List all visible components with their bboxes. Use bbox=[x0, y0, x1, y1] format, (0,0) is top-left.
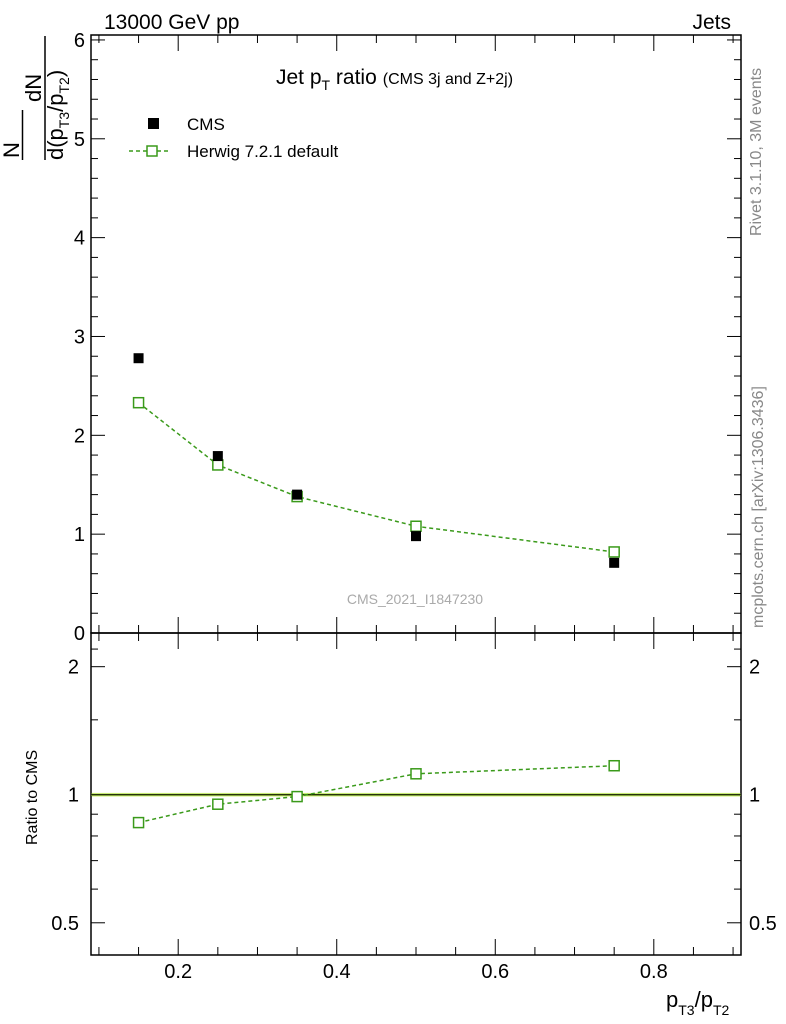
ratio-herwig-point bbox=[132, 816, 145, 829]
main-cms-series bbox=[133, 353, 620, 568]
analysis-watermark: CMS_2021_I1847230 bbox=[347, 591, 483, 607]
main-y-tick-label: 0 bbox=[74, 623, 85, 645]
main-herwig-series bbox=[132, 396, 620, 558]
legend-cms-marker bbox=[148, 118, 159, 129]
x-tick-label: 0.2 bbox=[164, 961, 192, 983]
ratio-herwig-point bbox=[212, 798, 224, 810]
x-ticks: 0.2 0.4 0.6 0.8 bbox=[98, 35, 734, 983]
cms-point bbox=[411, 531, 421, 542]
x-tick-label: 0.4 bbox=[323, 961, 351, 983]
main-y-ticks: 0 1 2 3 4 5 6 bbox=[74, 30, 741, 645]
ratio-y-tick-label-right: 0.5 bbox=[749, 913, 777, 935]
legend-herwig-label: Herwig 7.2.1 default bbox=[187, 142, 338, 161]
ratio-herwig-series bbox=[132, 759, 620, 829]
herwig-line bbox=[138, 402, 615, 553]
legend: CMS Herwig 7.2.1 default bbox=[129, 115, 338, 161]
herwig-point bbox=[212, 459, 224, 471]
plot-title: Jet pT ratio (CMS 3j and Z+2j) bbox=[276, 66, 513, 93]
svg-text:N: N bbox=[0, 142, 24, 158]
ratio-y-ticks: 0.5 0.5 1 1 2 2 bbox=[51, 648, 777, 935]
y-d-den: d(p bbox=[43, 128, 68, 160]
ratio-herwig-point bbox=[291, 790, 303, 803]
herwig-point bbox=[410, 520, 422, 532]
cms-point bbox=[609, 557, 620, 568]
ratio-y-tick-label-right: 2 bbox=[749, 657, 760, 679]
mcplots-label: mcplots.cern.ch [arXiv:1306.3436] bbox=[750, 386, 767, 628]
header-energy: 13000 GeV pp bbox=[104, 11, 239, 34]
legend-herwig-marker bbox=[146, 145, 158, 157]
x-tick-label: 0.6 bbox=[481, 961, 509, 983]
cms-point bbox=[212, 451, 223, 462]
ratio-y-axis-label: Ratio to CMS bbox=[24, 750, 41, 845]
x-axis-label: pT3/pT2 bbox=[666, 987, 730, 1018]
legend-cms-label: CMS bbox=[187, 115, 225, 134]
header-process: Jets bbox=[692, 11, 731, 34]
y-d-num: dN bbox=[21, 74, 46, 102]
ratio-herwig-point bbox=[608, 759, 620, 772]
main-y-tick-label: 1 bbox=[74, 524, 85, 546]
ratio-y-tick-label: 2 bbox=[68, 657, 79, 679]
x-tick-label: 0.8 bbox=[640, 961, 668, 983]
cms-point bbox=[292, 489, 303, 500]
ratio-y-tick-label-right: 1 bbox=[749, 785, 760, 807]
svg-text:dN: dN bbox=[21, 74, 46, 102]
main-y-tick-label: 5 bbox=[74, 129, 85, 151]
main-y-tick-label: 6 bbox=[74, 30, 85, 52]
main-y-tick-label: 2 bbox=[74, 425, 85, 447]
ratio-herwig-point bbox=[410, 768, 422, 780]
rivet-label: Rivet 3.1.10, 3M events bbox=[748, 68, 765, 236]
ratio-reference bbox=[91, 792, 741, 797]
y-frac-den: N bbox=[0, 142, 24, 158]
herwig-point bbox=[132, 396, 145, 409]
cms-point bbox=[133, 353, 144, 364]
ratio-y-tick-label: 1 bbox=[68, 785, 79, 807]
svg-text:d(pT3/pT2): d(pT3/pT2) bbox=[43, 70, 72, 160]
main-y-tick-label: 3 bbox=[74, 326, 85, 348]
ratio-y-tick-label: 0.5 bbox=[51, 913, 79, 935]
herwig-point bbox=[608, 546, 620, 558]
main-y-axis-label: 1 N dN d(pT3/pT2) bbox=[0, 36, 72, 160]
main-y-tick-label: 4 bbox=[74, 228, 85, 250]
